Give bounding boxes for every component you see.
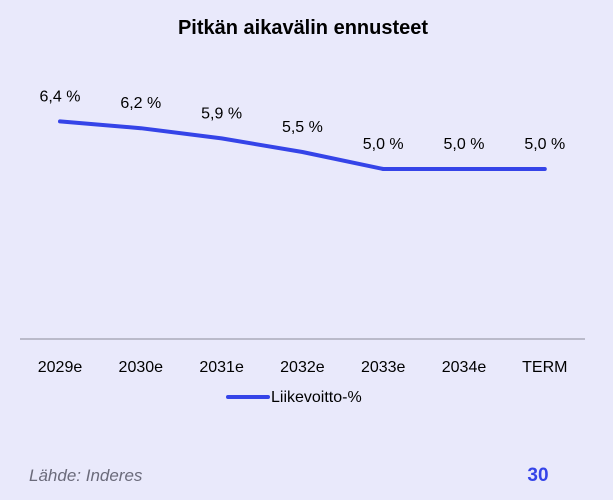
data-label: 5,0 % (444, 136, 485, 153)
series-line-liikevoitto (58, 119, 547, 171)
x-tick-label: TERM (522, 359, 567, 376)
data-label: 6,4 % (40, 88, 81, 105)
x-tick-label: 2031e (199, 359, 244, 376)
x-tick-label: 2029e (38, 359, 83, 376)
legend: Liikevoitto-% (226, 389, 362, 406)
legend-label-liikevoitto: Liikevoitto-% (271, 389, 362, 406)
x-tick-label: 2030e (119, 359, 164, 376)
x-tick-label: 2033e (361, 359, 406, 376)
data-label: 5,9 % (201, 105, 242, 122)
data-label: 5,0 % (363, 136, 404, 153)
data-label: 6,2 % (120, 95, 161, 112)
data-label: 5,0 % (524, 136, 565, 153)
data-label: 5,5 % (282, 119, 323, 136)
source-note: Lähde: Inderes (29, 466, 143, 485)
page-number: 30 (527, 465, 548, 486)
x-tick-label: 2032e (280, 359, 325, 376)
x-tick-label: 2034e (442, 359, 487, 376)
chart-title: Pitkän aikavälin ennusteet (178, 17, 428, 39)
